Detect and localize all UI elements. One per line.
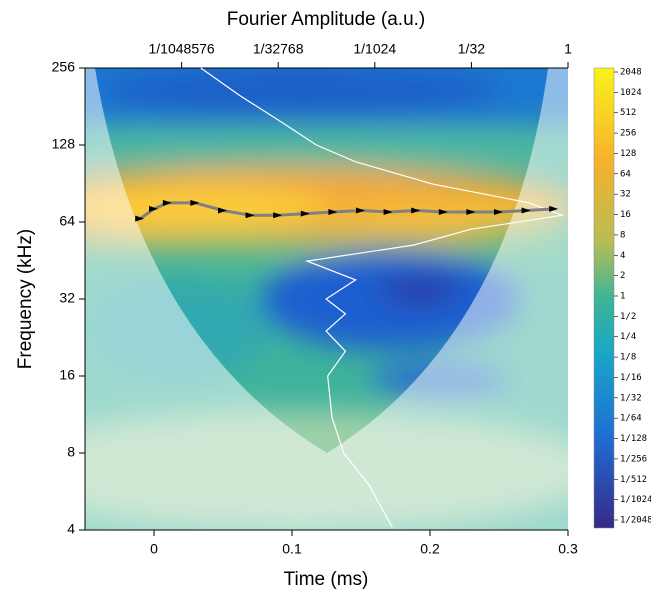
top-tick-label: 1/1048576 <box>149 41 215 57</box>
ridge-arrow <box>494 209 503 216</box>
ridge-arrow <box>218 207 227 214</box>
ridge-arrow <box>411 207 421 214</box>
x-tick-label: 0.2 <box>420 541 440 557</box>
fourier-spectrum-line <box>200 67 565 528</box>
colorbar-tick-label: 1/8 <box>620 353 636 363</box>
cone-of-influence <box>85 68 568 530</box>
top-axis-title: Fourier Amplitude (a.u.) <box>227 9 426 30</box>
ridge-arrow <box>149 205 158 212</box>
colorbar-tick-label: 1/512 <box>620 475 647 485</box>
ridge-arrow <box>135 215 145 222</box>
ridge-arrow <box>438 209 448 216</box>
colorbar-tick-label: 512 <box>620 108 636 118</box>
ridge-arrow <box>383 209 393 216</box>
ridge-arrow <box>549 205 559 212</box>
colorbar-tick-label: 1/4 <box>620 332 636 342</box>
colorbar-tick-label: 1/2048 <box>620 516 651 526</box>
colorbar-tick-label: 64 <box>620 169 631 179</box>
y-axis-title: Frequency (kHz) <box>15 229 36 369</box>
colorbar-tick-label: 8 <box>620 230 625 240</box>
colorbar-tick-label: 1 <box>620 292 625 302</box>
ridge-arrow <box>245 212 255 219</box>
y-tick-label: 256 <box>52 59 76 75</box>
ridge-arrow <box>521 207 531 214</box>
x-tick-label: 0.1 <box>282 541 302 557</box>
ridge-arrow <box>328 209 338 216</box>
colorbar-tick-label: 1/2 <box>620 312 636 322</box>
colorbar-tick-label: 1/32 <box>620 393 642 403</box>
y-tick-label: 16 <box>59 367 75 383</box>
x-axis-title: Time (ms) <box>284 569 369 590</box>
top-tick-label: 1/1024 <box>353 41 396 57</box>
colorbar-tick-label: 16 <box>620 210 631 220</box>
heatmap <box>85 68 568 530</box>
y-tick-label: 4 <box>67 521 75 537</box>
x-tick-label: 0.3 <box>558 541 578 557</box>
top-tick-label: 1/32768 <box>253 41 304 57</box>
colorbar-tick-label: 1/16 <box>620 373 642 383</box>
ridge-arrow <box>190 199 200 206</box>
top-tick-label: 1/32 <box>458 41 485 57</box>
colorbar-tick-label: 32 <box>620 190 631 200</box>
colorbar-tick-label: 1/128 <box>620 434 647 444</box>
colorbar-tick-label: 2 <box>620 271 625 281</box>
y-tick-label: 128 <box>52 136 76 152</box>
colorbar-tick-label: 1/256 <box>620 454 647 464</box>
colorbar-tick-label: 256 <box>620 129 636 139</box>
colorbar-tick-label: 4 <box>620 251 625 261</box>
ridge-arrow <box>273 212 283 219</box>
y-tick-label: 32 <box>59 290 75 306</box>
ridge-arrow <box>466 209 476 216</box>
colorbar-tick-label: 1/1024 <box>620 495 651 505</box>
x-tick-label: 0 <box>150 541 158 557</box>
colorbar-tick-label: 128 <box>620 149 636 159</box>
colorbar-tick-label: 1024 <box>620 88 642 98</box>
y-tick-label: 64 <box>59 213 75 229</box>
ridge-arrow <box>300 210 310 217</box>
colorbar <box>593 67 615 529</box>
colorbar-tick-label: 2048 <box>620 68 642 78</box>
y-tick-label: 8 <box>67 444 75 460</box>
ridge-arrow <box>356 207 365 214</box>
colorbar-tick-label: 1/64 <box>620 414 642 424</box>
top-tick-label: 1 <box>564 41 572 57</box>
ridge-arrow <box>162 199 172 206</box>
